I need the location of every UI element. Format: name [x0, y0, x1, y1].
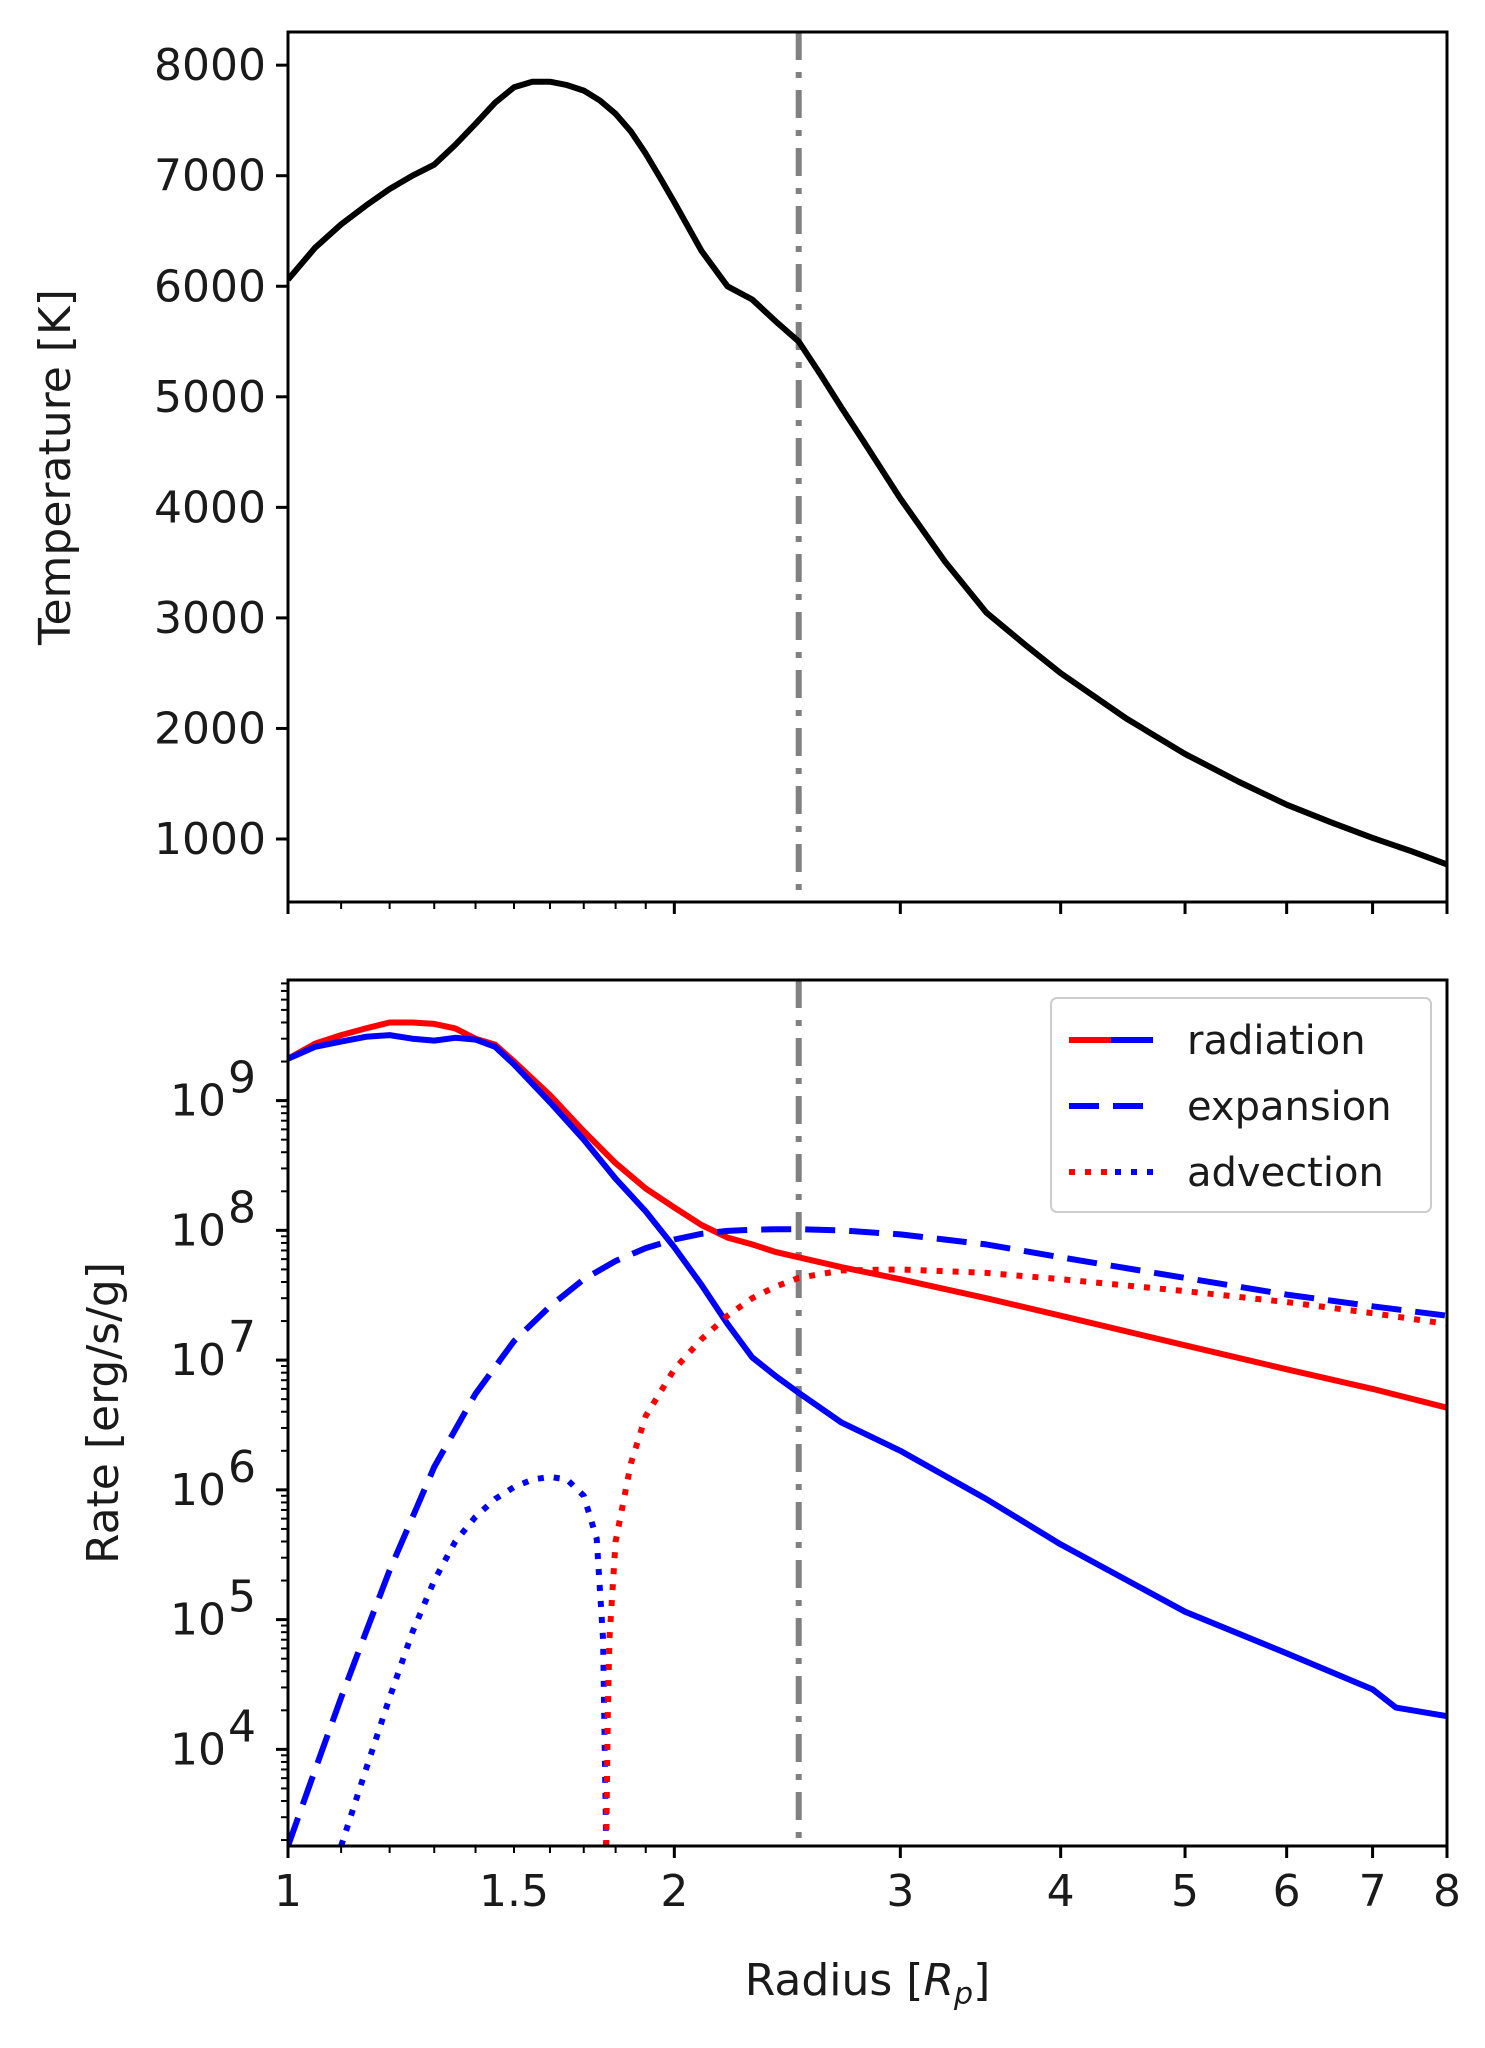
- legend-label: radiation: [1187, 1018, 1366, 1064]
- x-tick-label: 1.5: [479, 1866, 549, 1917]
- x-tick-label: 2: [660, 1866, 688, 1917]
- y-axis-label-rates: Rate [erg/s/g]: [78, 1262, 129, 1564]
- series-line-radiation-cooling: [288, 1032, 1447, 1720]
- x-axis-label: Radius [Rp]: [745, 1955, 990, 2012]
- series-line-radiation-heating: [288, 1019, 1447, 1411]
- temperature-series-group: [288, 78, 1447, 868]
- x-tick-label: 3: [886, 1866, 914, 1917]
- x-tick-label: 1: [274, 1866, 302, 1917]
- y-tick-label: 5000: [154, 372, 266, 423]
- x-tick-label: 4: [1047, 1866, 1075, 1917]
- y-tick-exponent: 6: [228, 1442, 256, 1493]
- temperature-axes-frame: [286, 30, 1449, 904]
- y-tick-label: 10: [170, 1205, 226, 1256]
- series-line-advection-heating: [603, 1266, 1447, 1846]
- series-line-expansion: [288, 1226, 1447, 1846]
- x-tick-label: 5: [1171, 1866, 1199, 1917]
- y-tick-label: 2000: [154, 703, 266, 754]
- y-tick-label: 3000: [154, 593, 266, 644]
- y-tick-label: 4000: [154, 482, 266, 533]
- legend-label: expansion: [1187, 1084, 1392, 1130]
- y-tick-label: 10: [170, 1724, 226, 1775]
- y-tick-label: 10: [170, 1465, 226, 1516]
- y-tick-exponent: 5: [228, 1572, 256, 1623]
- y-tick-exponent: 8: [228, 1182, 256, 1233]
- y-tick-label: 8000: [154, 40, 266, 91]
- legend-label: advection: [1187, 1150, 1384, 1196]
- x-ticks-temperature: [286, 902, 1449, 914]
- y-tick-label: 10: [170, 1076, 226, 1127]
- x-ticks-rates: 1 1.5 2 3 4 5 6 7 8: [274, 1846, 1461, 1917]
- y-tick-exponent: 4: [228, 1701, 256, 1752]
- y-tick-exponent: 9: [228, 1053, 256, 1104]
- rates-axes-frame: [286, 978, 1449, 1848]
- y-axis-label-temperature: Temperature [K]: [30, 289, 81, 646]
- y-tick-exponent: 7: [228, 1312, 256, 1363]
- y-tick-label: 7000: [154, 151, 266, 202]
- y-ticks-temperature: 1000 2000 3000 4000 5000 6000 7000 8000: [154, 40, 288, 865]
- x-tick-label: 6: [1273, 1866, 1301, 1917]
- y-tick-label: 6000: [154, 261, 266, 312]
- series-line-temperature: [288, 78, 1447, 868]
- legend: radiation expansion advection: [1050, 997, 1432, 1213]
- rates-series-group: [288, 1019, 1447, 1846]
- y-tick-label: 10: [170, 1335, 226, 1386]
- y-tick-label: 10: [170, 1595, 226, 1646]
- temperature-panel: 1000 2000 3000 4000 5000 6000 7000 8000 Tempera…: [30, 30, 1449, 914]
- legend-frame: [1050, 997, 1432, 1213]
- x-tick-label: 7: [1359, 1866, 1387, 1917]
- x-tick-label: 8: [1433, 1866, 1461, 1917]
- y-tick-label: 1000: [154, 814, 266, 865]
